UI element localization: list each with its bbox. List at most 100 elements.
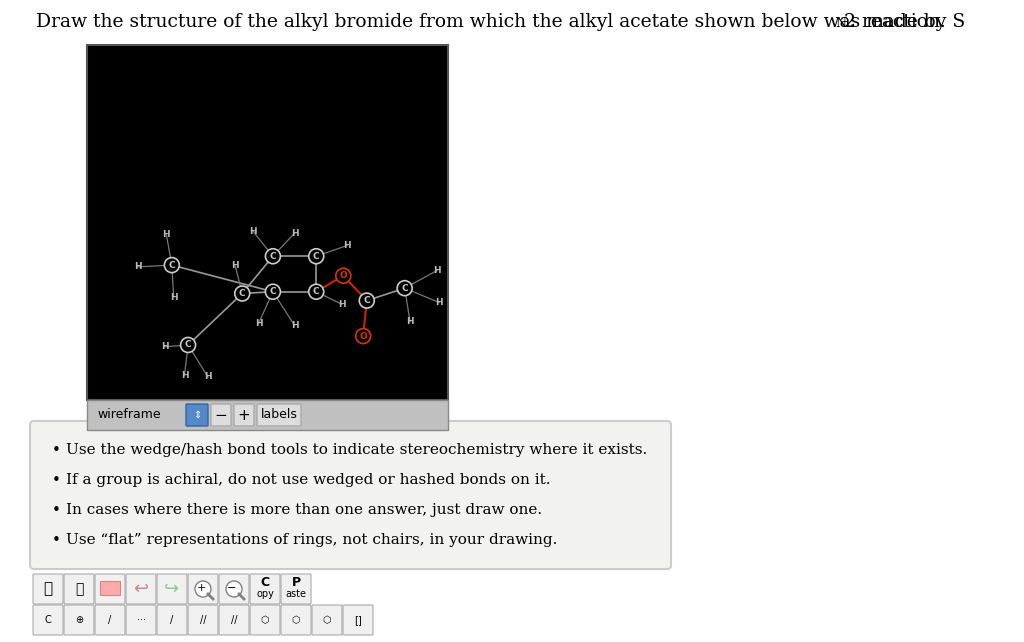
Text: /: / <box>170 615 174 625</box>
Text: 2 reaction.: 2 reaction. <box>844 13 946 31</box>
FancyBboxPatch shape <box>219 574 249 604</box>
Text: C: C <box>169 261 175 270</box>
Circle shape <box>265 248 281 264</box>
Text: •: • <box>52 533 60 548</box>
Text: C: C <box>313 287 319 296</box>
Text: aste: aste <box>286 589 306 599</box>
Text: Draw the structure of the alkyl bromide from which the alkyl acetate shown below: Draw the structure of the alkyl bromide … <box>36 13 966 31</box>
FancyBboxPatch shape <box>188 574 218 604</box>
FancyBboxPatch shape <box>33 574 63 604</box>
FancyBboxPatch shape <box>95 605 125 635</box>
Text: O: O <box>359 332 367 341</box>
Text: C: C <box>364 296 370 305</box>
Text: H: H <box>435 298 442 307</box>
Text: //: // <box>200 615 206 625</box>
Circle shape <box>336 268 351 283</box>
Text: ✋: ✋ <box>43 582 52 596</box>
Text: ⬡: ⬡ <box>292 615 300 625</box>
Text: /: / <box>109 615 112 625</box>
FancyBboxPatch shape <box>30 421 671 569</box>
FancyBboxPatch shape <box>63 574 94 604</box>
Text: H: H <box>204 372 212 381</box>
Text: ···: ··· <box>136 615 145 625</box>
Circle shape <box>195 581 211 597</box>
FancyBboxPatch shape <box>312 605 342 635</box>
Text: C: C <box>269 252 276 261</box>
Bar <box>100 581 120 595</box>
Text: ↪: ↪ <box>165 580 179 598</box>
Text: −: − <box>227 583 237 593</box>
Text: C: C <box>239 289 246 298</box>
Text: wireframe: wireframe <box>97 408 161 422</box>
FancyBboxPatch shape <box>234 404 254 426</box>
Text: In cases where there is more than one answer, just draw one.: In cases where there is more than one an… <box>66 503 542 517</box>
Text: N: N <box>835 17 846 30</box>
Text: ↩: ↩ <box>133 580 148 598</box>
Text: C: C <box>313 252 319 261</box>
Text: P: P <box>292 577 301 589</box>
Text: ⇕: ⇕ <box>193 410 201 420</box>
Text: 🏺: 🏺 <box>75 582 83 596</box>
Text: H: H <box>291 321 298 330</box>
Circle shape <box>164 257 179 273</box>
Text: H: H <box>163 230 170 239</box>
Text: H: H <box>249 227 257 236</box>
Text: H: H <box>343 241 351 250</box>
FancyBboxPatch shape <box>188 605 218 635</box>
Text: H: H <box>338 300 345 309</box>
Text: C: C <box>269 287 276 296</box>
FancyBboxPatch shape <box>126 605 156 635</box>
FancyBboxPatch shape <box>211 404 231 426</box>
Circle shape <box>226 581 242 597</box>
FancyBboxPatch shape <box>257 404 301 426</box>
Text: H: H <box>170 293 177 302</box>
Text: ⊕: ⊕ <box>75 615 83 625</box>
Text: //: // <box>230 615 238 625</box>
Text: C: C <box>401 284 408 293</box>
Text: O: O <box>339 272 347 281</box>
FancyBboxPatch shape <box>186 404 208 426</box>
Text: ⬡: ⬡ <box>261 615 269 625</box>
Text: H: H <box>407 317 414 326</box>
Text: •: • <box>52 443 60 458</box>
Text: +: + <box>238 408 251 422</box>
Text: +: + <box>197 583 206 593</box>
FancyBboxPatch shape <box>63 605 94 635</box>
Text: C: C <box>260 577 269 589</box>
Text: []: [] <box>354 615 361 625</box>
Circle shape <box>397 281 413 296</box>
Bar <box>87 45 449 400</box>
Text: Use “flat” representations of rings, not chairs, in your drawing.: Use “flat” representations of rings, not… <box>66 533 557 547</box>
Text: •: • <box>52 473 60 488</box>
Text: •: • <box>52 503 60 518</box>
Text: H: H <box>231 261 239 270</box>
Bar <box>87 400 449 430</box>
Circle shape <box>234 286 250 301</box>
Text: ⬡: ⬡ <box>323 615 331 625</box>
Circle shape <box>308 248 324 264</box>
Circle shape <box>180 338 196 352</box>
FancyBboxPatch shape <box>343 605 373 635</box>
Circle shape <box>359 293 375 308</box>
Text: H: H <box>291 229 298 238</box>
Text: If a group is achiral, do not use wedged or hashed bonds on it.: If a group is achiral, do not use wedged… <box>66 473 551 487</box>
Text: H: H <box>433 266 441 275</box>
FancyBboxPatch shape <box>281 574 311 604</box>
Circle shape <box>265 284 281 299</box>
FancyBboxPatch shape <box>33 605 63 635</box>
Text: H: H <box>134 263 141 272</box>
FancyBboxPatch shape <box>250 605 280 635</box>
FancyBboxPatch shape <box>219 605 249 635</box>
FancyBboxPatch shape <box>95 574 125 604</box>
Circle shape <box>355 329 371 343</box>
Text: labels: labels <box>260 408 297 422</box>
Text: opy: opy <box>256 589 274 599</box>
FancyBboxPatch shape <box>250 574 280 604</box>
Text: H: H <box>161 342 168 351</box>
Text: Use the wedge/hash bond tools to indicate stereochemistry where it exists.: Use the wedge/hash bond tools to indicat… <box>66 443 647 457</box>
FancyBboxPatch shape <box>126 574 156 604</box>
Text: C: C <box>184 340 191 349</box>
Text: −: − <box>215 408 227 422</box>
Text: H: H <box>255 319 262 328</box>
FancyBboxPatch shape <box>157 605 187 635</box>
